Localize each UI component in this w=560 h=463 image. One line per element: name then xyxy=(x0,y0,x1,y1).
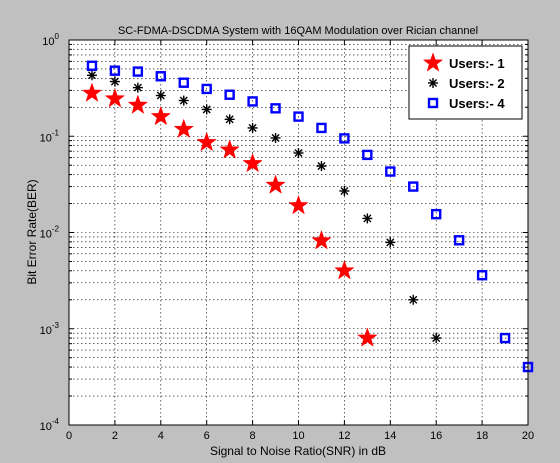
legend-marker-star xyxy=(422,52,444,72)
y-axis-label: Bit Error Rate(BER) xyxy=(25,179,39,284)
data-point-star xyxy=(357,327,378,347)
data-point-square xyxy=(293,111,304,122)
data-point-square xyxy=(109,65,121,76)
data-point-asterisk xyxy=(293,147,304,158)
data-point-square xyxy=(86,60,98,71)
y-tick-label: 10-1 xyxy=(40,128,60,144)
x-tick-label: 12 xyxy=(338,430,350,442)
data-point-star xyxy=(173,118,194,139)
data-point-asterisk xyxy=(224,114,235,125)
x-tick-label: 14 xyxy=(384,430,396,442)
x-axis-label: Signal to Noise Ratio(SNR) in dB xyxy=(210,444,386,458)
data-point-asterisk xyxy=(431,333,442,344)
series-3 xyxy=(86,60,534,373)
legend-label: Users:- 2 xyxy=(449,76,505,91)
legend-marker-asterisk xyxy=(428,78,438,88)
data-point-star xyxy=(334,260,355,280)
data-point-asterisk xyxy=(385,237,396,248)
data-point-asterisk xyxy=(155,90,166,101)
data-point-star xyxy=(288,194,309,215)
x-tick-label: 10 xyxy=(292,430,304,442)
data-point-asterisk xyxy=(247,122,258,133)
data-point-square xyxy=(408,181,419,192)
legend-label: Users:- 1 xyxy=(449,56,505,71)
data-point-square xyxy=(431,208,442,220)
series-2 xyxy=(86,70,442,344)
data-point-star xyxy=(150,105,172,126)
data-point-square xyxy=(270,103,281,114)
y-tick-label: 10-4 xyxy=(40,417,60,433)
data-point-asterisk xyxy=(132,82,143,93)
x-tick-label: 18 xyxy=(476,430,488,442)
data-point-star xyxy=(265,174,286,194)
data-point-square xyxy=(247,96,258,107)
data-point-square xyxy=(132,66,144,77)
y-tick-label: 10-3 xyxy=(40,321,60,337)
data-point-asterisk xyxy=(270,132,281,143)
x-tick-label: 8 xyxy=(250,430,256,442)
data-point-square xyxy=(499,332,511,344)
data-point-square xyxy=(476,270,488,281)
x-tick-label: 20 xyxy=(522,430,534,442)
x-tick-label: 16 xyxy=(430,430,442,442)
x-tick-label: 2 xyxy=(112,430,118,442)
data-point-asterisk xyxy=(86,70,97,81)
data-point-asterisk xyxy=(109,76,120,87)
data-point-star xyxy=(127,94,149,114)
data-point-square xyxy=(316,122,327,134)
series-1 xyxy=(81,82,378,347)
data-point-asterisk xyxy=(201,104,212,115)
data-point-square xyxy=(385,166,396,177)
chart-title: SC-FDMA-DSCDMA System with 16QAM Modulat… xyxy=(118,25,478,37)
data-point-star xyxy=(196,131,217,152)
legend-label: Users:- 4 xyxy=(449,96,505,111)
data-point-asterisk xyxy=(408,294,419,305)
data-point-asterisk xyxy=(178,95,189,106)
data-point-square xyxy=(178,77,189,88)
legend-marker-square xyxy=(427,97,439,109)
grid-lines xyxy=(69,40,528,425)
data-point-star xyxy=(104,88,126,108)
axis-ticks: 0 2 4 6 8 10 12 14 16 18 20 10-4 10-3 10-2 10-1 100 xyxy=(40,32,535,442)
data-point-asterisk xyxy=(339,185,350,196)
data-point-star xyxy=(81,82,103,102)
x-tick-label: 4 xyxy=(158,430,164,442)
data-point-star xyxy=(242,152,263,173)
data-point-square xyxy=(339,133,350,144)
data-point-asterisk xyxy=(362,213,373,224)
y-tick-label: 10-2 xyxy=(40,225,60,241)
x-tick-label: 6 xyxy=(204,430,210,442)
data-point-square xyxy=(453,235,465,246)
y-tick-label: 100 xyxy=(42,32,59,48)
legend: Users:- 1 Users:- 2 Users:- 4 xyxy=(408,45,523,120)
data-point-square xyxy=(155,71,167,82)
data-point-star xyxy=(311,230,332,250)
x-tick-label: 0 xyxy=(66,430,72,442)
data-series xyxy=(81,60,534,373)
data-point-asterisk xyxy=(316,161,327,172)
data-point-star xyxy=(219,139,240,159)
data-point-square xyxy=(201,83,212,95)
data-point-square xyxy=(224,89,235,100)
data-point-square xyxy=(362,149,373,161)
